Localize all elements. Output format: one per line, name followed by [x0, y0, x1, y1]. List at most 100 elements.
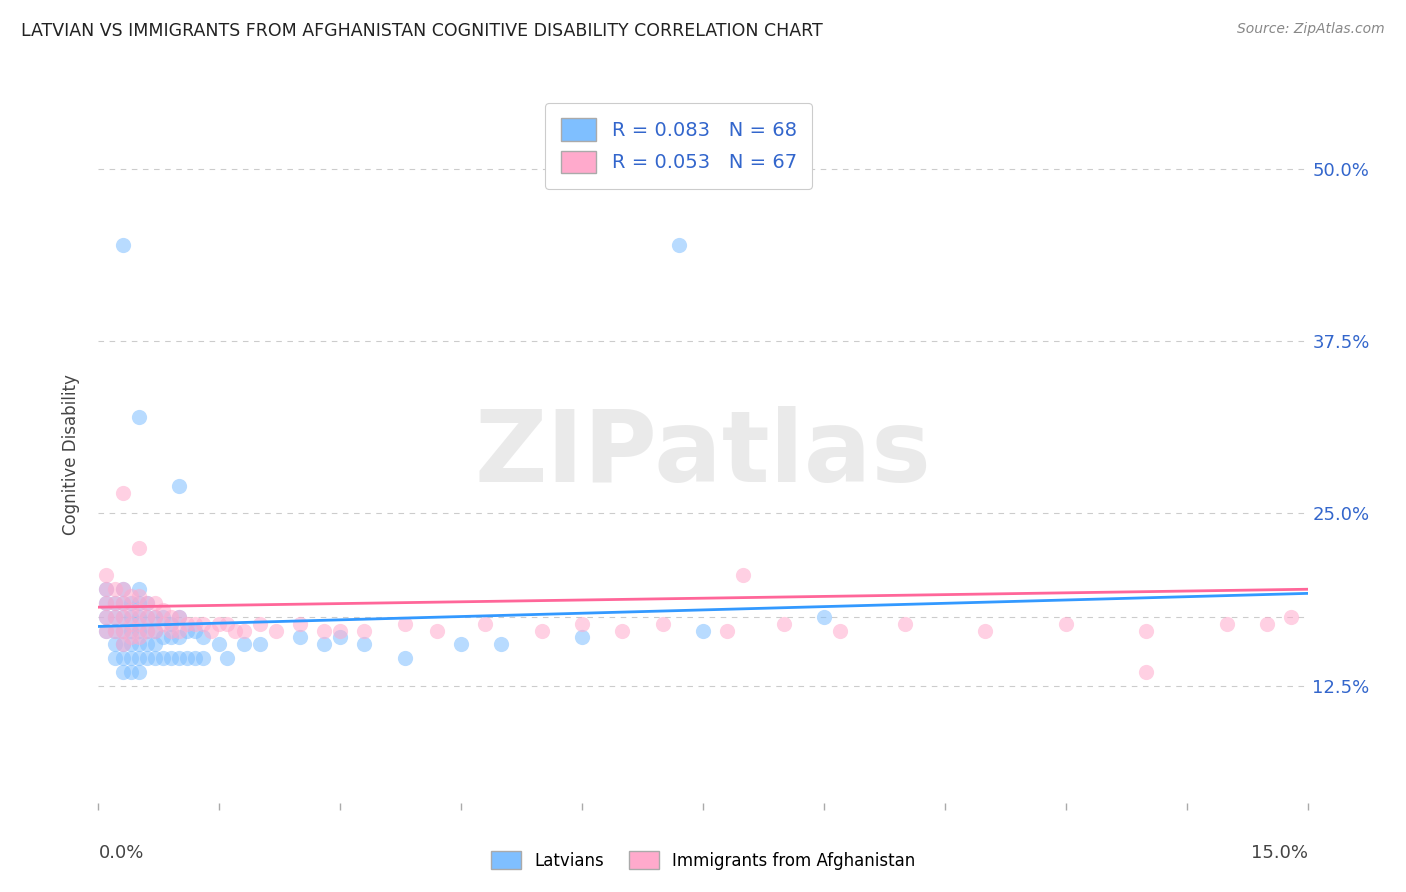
Point — [103, 609, 125, 624]
Point — [167, 609, 190, 624]
Point — [135, 596, 157, 610]
Point — [128, 589, 150, 603]
Point — [893, 616, 915, 631]
Point — [135, 596, 157, 610]
Point — [128, 541, 150, 555]
Point — [217, 651, 239, 665]
Point — [353, 624, 375, 638]
Point — [111, 237, 134, 252]
Point — [111, 596, 134, 610]
Point — [128, 609, 150, 624]
Point — [143, 637, 166, 651]
Point — [692, 624, 714, 638]
Point — [974, 624, 997, 638]
Point — [152, 631, 174, 645]
Point — [143, 624, 166, 638]
Point — [103, 596, 125, 610]
Point — [167, 624, 190, 638]
Point — [96, 624, 118, 638]
Point — [160, 616, 183, 631]
Point — [120, 596, 142, 610]
Point — [103, 582, 125, 597]
Point — [135, 637, 157, 651]
Point — [135, 609, 157, 624]
Point — [249, 616, 271, 631]
Point — [1256, 616, 1278, 631]
Point — [96, 596, 118, 610]
Point — [176, 624, 198, 638]
Point — [152, 609, 174, 624]
Text: LATVIAN VS IMMIGRANTS FROM AFGHANISTAN COGNITIVE DISABILITY CORRELATION CHART: LATVIAN VS IMMIGRANTS FROM AFGHANISTAN C… — [21, 22, 823, 40]
Point — [96, 609, 118, 624]
Text: ZIPatlas: ZIPatlas — [475, 407, 931, 503]
Point — [143, 596, 166, 610]
Point — [184, 651, 207, 665]
Legend: R = 0.083   N = 68, R = 0.053   N = 67: R = 0.083 N = 68, R = 0.053 N = 67 — [546, 103, 813, 188]
Point — [160, 609, 183, 624]
Point — [160, 631, 183, 645]
Point — [143, 609, 166, 624]
Point — [184, 624, 207, 638]
Point — [111, 637, 134, 651]
Point — [111, 624, 134, 638]
Point — [96, 582, 118, 597]
Point — [329, 631, 352, 645]
Point — [143, 651, 166, 665]
Point — [224, 624, 246, 638]
Point — [103, 624, 125, 638]
Point — [450, 637, 472, 651]
Point — [1054, 616, 1077, 631]
Point — [111, 665, 134, 679]
Point — [208, 616, 231, 631]
Point — [394, 616, 416, 631]
Text: 0.0%: 0.0% — [98, 845, 143, 863]
Point — [232, 624, 254, 638]
Point — [96, 596, 118, 610]
Legend: Latvians, Immigrants from Afghanistan: Latvians, Immigrants from Afghanistan — [484, 845, 922, 877]
Point — [128, 603, 150, 617]
Point — [160, 651, 183, 665]
Point — [1135, 624, 1157, 638]
Point — [394, 651, 416, 665]
Point — [167, 479, 190, 493]
Point — [128, 582, 150, 597]
Point — [176, 651, 198, 665]
Point — [668, 237, 690, 252]
Point — [135, 609, 157, 624]
Point — [128, 596, 150, 610]
Point — [1281, 609, 1303, 624]
Point — [813, 609, 835, 624]
Point — [103, 637, 125, 651]
Point — [288, 631, 311, 645]
Point — [733, 568, 755, 582]
Point — [474, 616, 496, 631]
Text: Source: ZipAtlas.com: Source: ZipAtlas.com — [1237, 22, 1385, 37]
Point — [184, 616, 207, 631]
Point — [193, 616, 215, 631]
Point — [96, 624, 118, 638]
Point — [120, 624, 142, 638]
Point — [176, 616, 198, 631]
Point — [128, 631, 150, 645]
Point — [128, 410, 150, 425]
Point — [828, 624, 851, 638]
Point — [329, 624, 352, 638]
Point — [249, 637, 271, 651]
Point — [96, 568, 118, 582]
Point — [571, 631, 593, 645]
Point — [128, 624, 150, 638]
Point — [111, 485, 134, 500]
Point — [651, 616, 673, 631]
Point — [232, 637, 254, 651]
Point — [426, 624, 449, 638]
Point — [103, 596, 125, 610]
Point — [264, 624, 287, 638]
Y-axis label: Cognitive Disability: Cognitive Disability — [62, 375, 80, 535]
Point — [571, 616, 593, 631]
Point — [167, 631, 190, 645]
Point — [111, 609, 134, 624]
Point — [111, 651, 134, 665]
Text: 15.0%: 15.0% — [1250, 845, 1308, 863]
Point — [120, 651, 142, 665]
Point — [120, 616, 142, 631]
